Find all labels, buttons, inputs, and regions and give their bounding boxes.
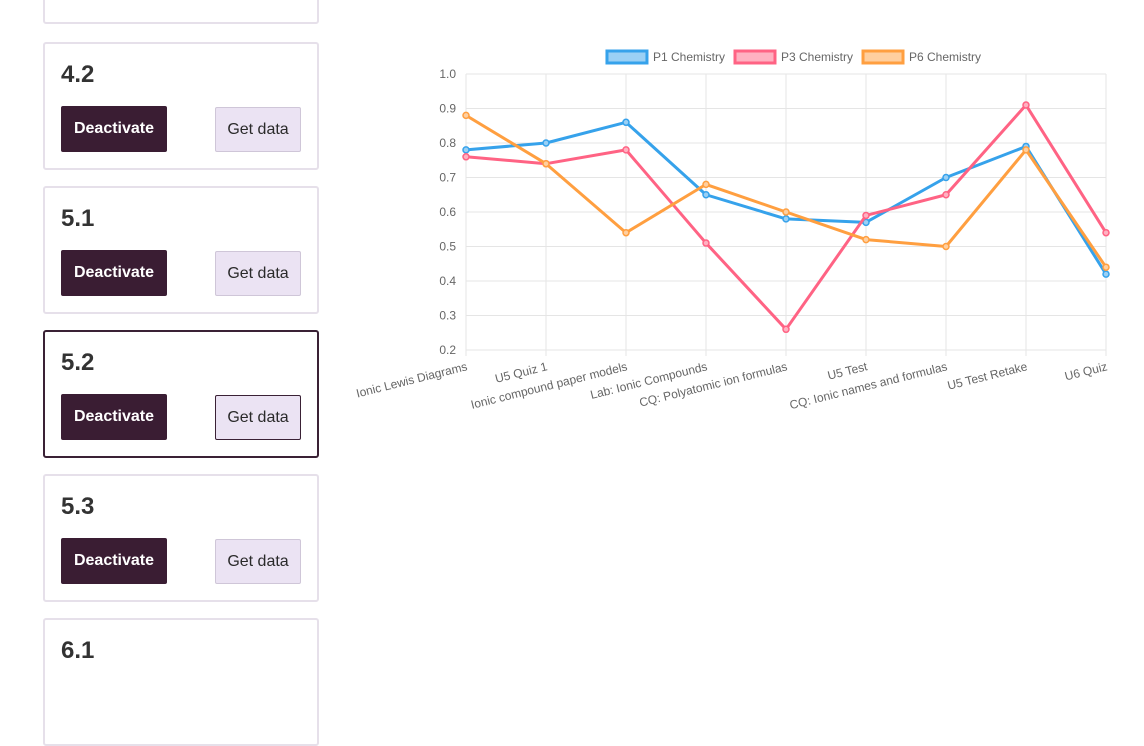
unit-card-5-1: 5.1 Deactivate Get data [43,186,319,314]
y-tick-label: 0.4 [439,274,456,288]
data-point [542,159,550,168]
data-point [1102,263,1110,271]
deactivate-button[interactable]: Deactivate [61,538,167,584]
data-point [622,146,630,154]
x-tick-label: CQ: Ionic names and formulas [788,359,949,412]
data-point [462,153,470,161]
data-point [1022,101,1030,109]
legend-swatch-1 [605,49,649,65]
unit-number: 5.1 [61,205,95,232]
data-point [622,228,630,237]
unit-card-5-2: 5.2 Deactivate Get data [43,330,319,458]
chart: 0.2 0.3 0.4 0.5 0.6 0.7 0.8 0.9 1.0 Ionic Lewis D… [355,49,1110,412]
unit-card-4-2: 4.2 Deactivate Get data [43,42,319,170]
unit-card-6-1: 6.1 [43,618,319,746]
get-data-button[interactable]: Get data [215,395,301,440]
data-point [702,239,710,247]
data-point [702,180,710,189]
data-point [1102,228,1110,237]
unit-number: 4.2 [61,61,95,88]
deactivate-button[interactable]: Deactivate [61,106,167,152]
data-point [1022,146,1030,154]
y-tick-label: 0.8 [439,136,456,150]
unit-list: 4.2 Deactivate Get data 5.1 Deactivate G… [0,0,340,746]
data-point [862,235,870,244]
data-point [702,191,710,199]
y-tick-label: 0.6 [439,205,456,219]
get-data-button[interactable]: Get data [215,539,301,584]
get-data-button[interactable]: Get data [215,107,301,152]
y-tick-label: 0.2 [439,343,456,357]
get-data-button[interactable]: Get data [215,251,301,296]
x-tick-label: U6 Quiz [1063,359,1108,383]
deactivate-button[interactable]: Deactivate [61,394,167,440]
y-tick-label: 0.7 [439,171,456,185]
unit-number: 5.3 [61,493,95,520]
legend-label: P1 Chemistry [653,50,725,64]
data-point [622,118,630,127]
deactivate-button[interactable]: Deactivate [61,250,167,296]
data-point [782,208,790,216]
y-tick-label: 1.0 [439,67,456,81]
data-point [782,215,790,223]
data-point [462,146,470,154]
legend-label: P3 Chemistry [781,50,853,64]
data-point [942,173,950,182]
data-point [542,139,550,147]
data-point [942,242,950,251]
unit-number: 5.2 [61,349,95,376]
data-point [782,325,790,334]
data-point [942,191,950,199]
y-tick-label: 0.9 [439,102,456,116]
legend-swatch-3 [861,49,905,65]
unit-card-5-3: 5.3 Deactivate Get data [43,474,319,602]
data-point [462,111,470,120]
data-point [862,211,870,220]
data-point [862,218,870,227]
x-tick-label: U5 Test Retake [946,359,1029,392]
y-tick-label: 0.3 [439,309,456,323]
x-tick-label: Ionic Lewis Diagrams [355,359,469,400]
unit-number: 6.1 [61,637,95,664]
unit-card-top [43,0,319,24]
data-point [1102,270,1110,278]
legend-label: P6 Chemistry [909,50,981,64]
legend-swatch-2 [733,49,777,65]
y-tick-label: 0.5 [439,240,456,254]
